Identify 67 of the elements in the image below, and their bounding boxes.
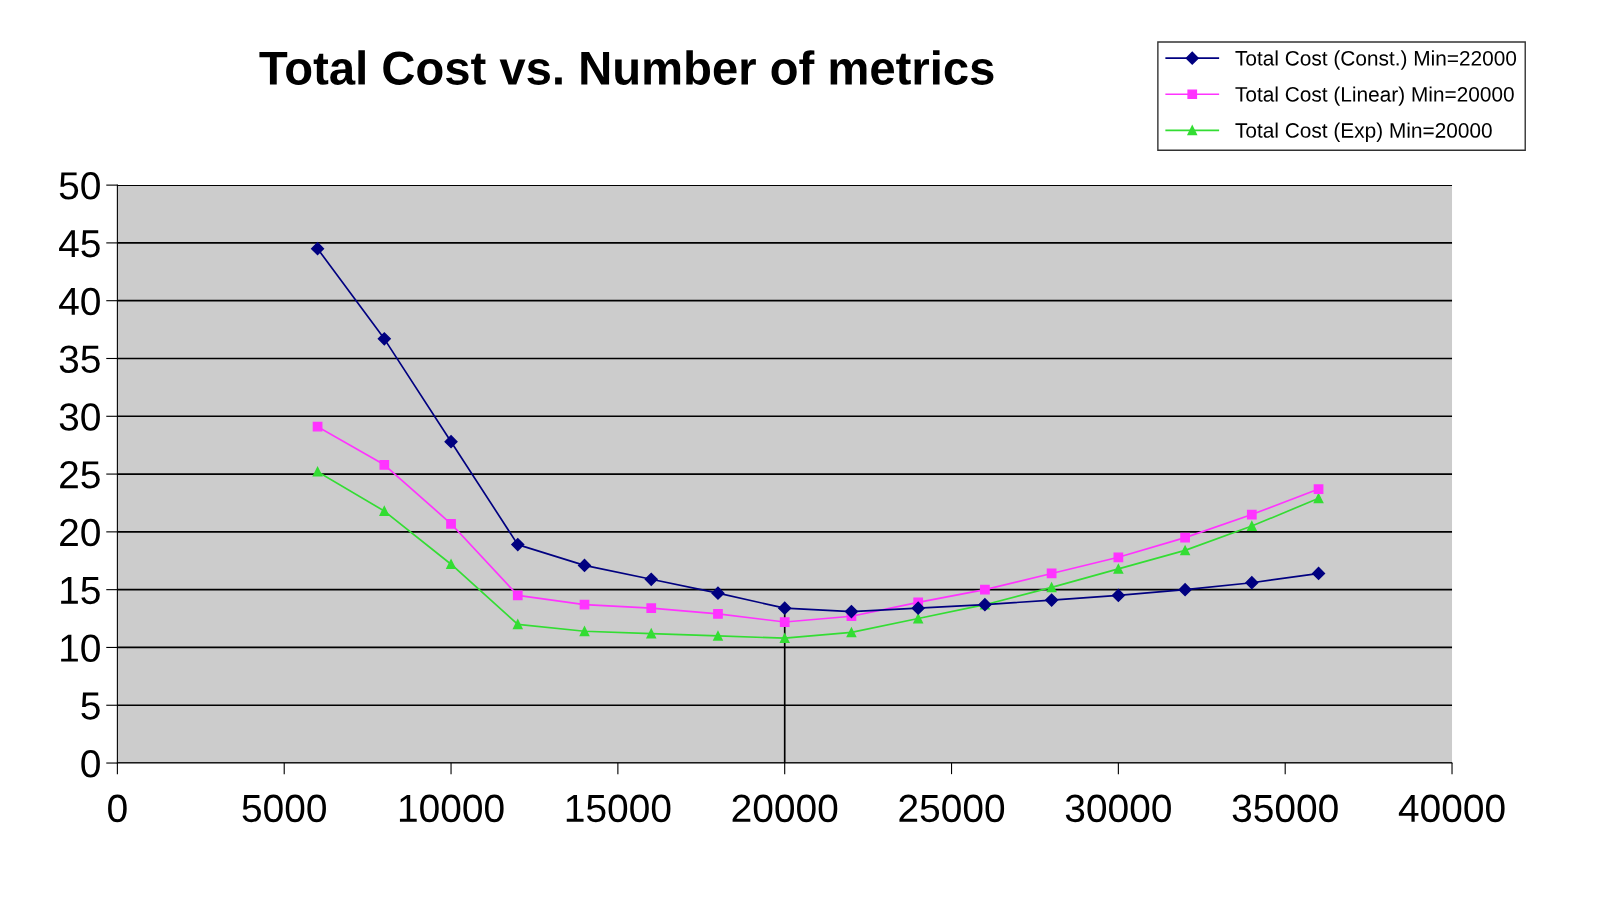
point bbox=[1046, 582, 1057, 593]
point bbox=[512, 590, 523, 601]
point bbox=[646, 628, 657, 639]
point bbox=[1045, 593, 1059, 607]
chart-title: Total Cost vs. Number of metrics bbox=[259, 50, 994, 85]
legend-label: Total Cost (Const.) Min=22000 bbox=[1235, 50, 1517, 70]
point bbox=[312, 466, 323, 477]
point bbox=[1313, 484, 1324, 494]
point bbox=[1180, 532, 1190, 543]
point bbox=[379, 459, 390, 470]
point bbox=[1246, 521, 1257, 531]
point bbox=[377, 332, 391, 346]
x-tick-label: 10000 bbox=[399, 794, 504, 823]
point bbox=[512, 619, 523, 630]
point bbox=[444, 435, 458, 449]
point bbox=[1113, 563, 1124, 574]
point bbox=[1111, 588, 1125, 603]
point bbox=[446, 518, 456, 529]
y-tick-label: 10 bbox=[61, 634, 100, 662]
x-tick-label: 20000 bbox=[732, 794, 838, 823]
point bbox=[511, 537, 525, 552]
point bbox=[980, 584, 990, 595]
x-tick-label: 5000 bbox=[242, 794, 326, 823]
point bbox=[446, 559, 456, 570]
point bbox=[644, 572, 658, 586]
y-tick-label: 20 bbox=[60, 518, 100, 547]
point bbox=[579, 626, 590, 637]
legend-label: Total Cost (Exp) Min=20000 bbox=[1235, 122, 1492, 142]
point bbox=[1246, 509, 1257, 520]
point bbox=[713, 609, 723, 619]
point bbox=[778, 601, 792, 615]
point bbox=[1311, 566, 1326, 581]
point bbox=[1180, 545, 1190, 556]
point bbox=[577, 558, 592, 572]
y-tick-label: 30 bbox=[59, 403, 100, 431]
point bbox=[1245, 576, 1259, 590]
y-tick-label: 35 bbox=[59, 345, 100, 373]
x-tick-label: 0 bbox=[108, 794, 127, 823]
point bbox=[312, 421, 323, 432]
y-tick-label: 0 bbox=[81, 749, 100, 778]
y-tick-label: 5 bbox=[81, 692, 100, 720]
legend-label: Total Cost (Linear) Min=20000 bbox=[1235, 86, 1514, 106]
point bbox=[913, 613, 924, 624]
point bbox=[1313, 493, 1324, 504]
x-tick-label: 25000 bbox=[899, 794, 1005, 823]
y-tick-label: 40 bbox=[59, 287, 100, 316]
y-tick-label: 15 bbox=[61, 577, 100, 605]
y-tick-label: 50 bbox=[59, 172, 100, 200]
point bbox=[911, 601, 925, 615]
point bbox=[1178, 583, 1192, 597]
point bbox=[579, 599, 590, 610]
point bbox=[713, 631, 723, 641]
point bbox=[379, 506, 390, 516]
point bbox=[779, 617, 790, 627]
point bbox=[711, 586, 725, 600]
x-tick-label: 40000 bbox=[1398, 794, 1505, 823]
point bbox=[846, 627, 857, 638]
y-tick-label: 25 bbox=[60, 461, 100, 489]
point bbox=[1113, 552, 1124, 563]
point bbox=[779, 633, 790, 644]
point bbox=[646, 603, 657, 614]
x-tick-label: 35000 bbox=[1232, 794, 1338, 823]
x-tick-label: 30000 bbox=[1065, 794, 1171, 823]
point bbox=[844, 605, 859, 619]
x-tick-label: 15000 bbox=[566, 794, 671, 823]
y-tick-label: 45 bbox=[59, 230, 100, 258]
point bbox=[310, 242, 325, 256]
